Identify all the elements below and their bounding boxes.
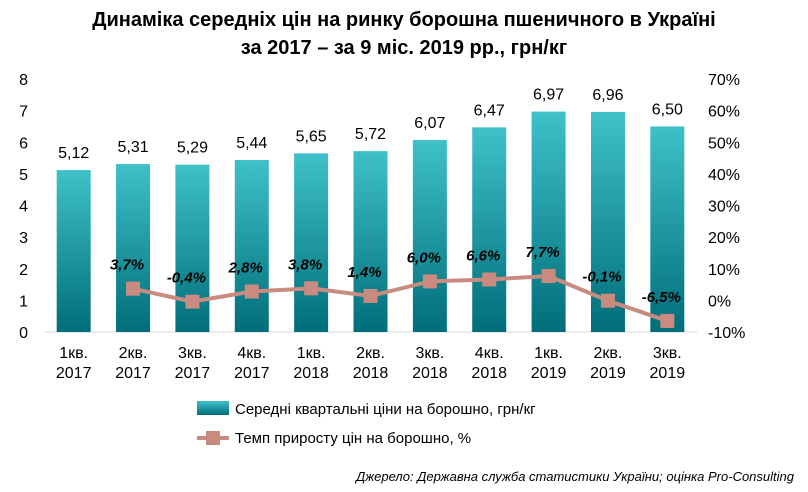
- left-axis-tick-label: 3: [19, 230, 28, 247]
- x-tick-label: 1кв. 2018: [293, 345, 329, 382]
- bar-data-label: 5,12: [58, 145, 89, 162]
- right-axis: -10% 0% 10% 20% 30% 40% 50% 60% 70%: [708, 72, 745, 342]
- right-axis-tick-label: 0%: [708, 293, 731, 310]
- bar: [412, 140, 447, 332]
- line-data-label: -6,5%: [642, 289, 681, 306]
- x-tick-label: 3кв. 2017: [175, 345, 211, 382]
- line-marker: [600, 293, 615, 308]
- x-axis-labels: 1кв. 2017 2кв. 2017 3кв. 2017 4кв. 2017 1кв. 2018…: [56, 345, 685, 382]
- legend-label-bars: Середні квартальні ціни на борошно, грн/…: [235, 401, 536, 418]
- left-axis-tick-label: 1: [19, 293, 28, 310]
- x-tick-label: 2кв. 2017: [115, 345, 151, 382]
- right-axis-tick-label: 20%: [708, 230, 740, 247]
- bar: [353, 151, 388, 332]
- chart-title-line-2: за 2017 – за 9 міс. 2019 рр., грн/кг: [240, 37, 568, 59]
- line-marker: [660, 313, 675, 328]
- bar-data-label: 5,65: [296, 128, 327, 145]
- legend-label-line: Темп приросту цін на борошно, %: [235, 430, 471, 447]
- bar: [234, 159, 269, 332]
- line-marker: [126, 281, 141, 296]
- legend-item-bars: Середні квартальні ціни на борошно, грн/…: [197, 401, 536, 418]
- bar-data-label: 5,72: [355, 126, 386, 143]
- bar-data-label: 5,44: [236, 135, 267, 152]
- line-data-label: 7,7%: [525, 244, 559, 261]
- chart-title: Динаміка середніх цін на ринку борошна п…: [0, 6, 808, 62]
- right-axis-tick-label: 40%: [708, 167, 740, 184]
- bar: [650, 126, 685, 332]
- bar-data-label: 5,31: [117, 139, 148, 156]
- line-data-label: 2,8%: [228, 260, 263, 277]
- bar-series: [56, 111, 685, 332]
- right-axis-tick-label: -10%: [708, 325, 745, 342]
- left-axis-tick-label: 5: [19, 167, 28, 184]
- right-axis-tick-label: 70%: [708, 72, 740, 89]
- x-tick-label: 3кв. 2019: [650, 345, 686, 382]
- left-axis-tick-label: 2: [19, 262, 28, 279]
- left-axis-tick-label: 8: [19, 72, 28, 89]
- line-data-label: -0,1%: [582, 269, 621, 286]
- left-axis-tick-label: 6: [19, 135, 28, 152]
- bar-data-label: 5,29: [177, 140, 208, 157]
- line-marker: [363, 288, 378, 303]
- legend-item-line: Темп приросту цін на борошно, %: [197, 430, 471, 447]
- line-data-label: 3,7%: [110, 257, 144, 274]
- line-data-label: -0,4%: [167, 270, 206, 287]
- growth-line: [132, 274, 668, 323]
- line-marker: [304, 281, 319, 296]
- left-axis-tick-label: 4: [19, 199, 28, 216]
- bar: [56, 170, 91, 332]
- bar: [472, 127, 507, 332]
- x-tick-label: 1кв. 2019: [531, 345, 567, 382]
- left-axis-tick-label: 7: [19, 104, 28, 121]
- line-marker: [185, 294, 200, 309]
- right-axis-tick-label: 30%: [708, 199, 740, 216]
- chart-title-line-1: Динаміка середніх цін на ринку борошна п…: [92, 9, 716, 31]
- line-marker: [422, 274, 437, 289]
- line-marker: [244, 284, 259, 299]
- bar-data-label: 6,96: [592, 87, 623, 104]
- source-note: Джерело: Державна служба статистики Укра…: [356, 469, 794, 484]
- line-data-label: 6,6%: [466, 248, 500, 265]
- bar-data-label: 6,07: [414, 115, 445, 132]
- bar: [294, 153, 329, 332]
- x-tick-label: 2кв. 2019: [590, 345, 626, 382]
- line-data-label: 1,4%: [347, 264, 381, 281]
- line-series: [126, 269, 675, 328]
- x-tick-label: 4кв. 2017: [234, 345, 270, 382]
- x-tick-label: 1кв. 2017: [56, 345, 92, 382]
- left-axis-tick-label: 0: [19, 325, 28, 342]
- bar: [116, 164, 151, 332]
- bar-labels: 5,12 5,31 5,29 5,44 5,65 5,72 6,07 6,47 6,97 6,96…: [58, 87, 683, 163]
- right-axis-tick-label: 50%: [708, 135, 740, 152]
- line-marker: [482, 272, 497, 287]
- line-data-label: 3,8%: [288, 256, 322, 273]
- bar-data-label: 6,47: [474, 102, 505, 119]
- line-marker: [541, 269, 556, 284]
- legend-swatch-bars: [197, 401, 229, 415]
- bar: [531, 111, 566, 332]
- line-data-label: 6,0%: [407, 249, 441, 266]
- legend-swatch-marker: [206, 431, 220, 445]
- line-labels: 3,7% -0,4% 2,8% 3,8% 1,4% 6,0% 6,6% 7,7% -0,1% -6…: [110, 244, 681, 306]
- x-tick-label: 2кв. 2018: [353, 345, 389, 382]
- bar-data-label: 6,97: [533, 87, 564, 104]
- x-tick-label: 3кв. 2018: [412, 345, 448, 382]
- legend: Середні квартальні ціни на борошно, грн/…: [197, 401, 536, 447]
- right-axis-tick-label: 60%: [708, 104, 740, 121]
- right-axis-tick-label: 10%: [708, 262, 740, 279]
- left-axis: 0 1 2 3 4 5 6 7 8: [19, 72, 28, 342]
- x-tick-label: 4кв. 2018: [471, 345, 507, 382]
- bar-data-label: 6,50: [652, 101, 683, 118]
